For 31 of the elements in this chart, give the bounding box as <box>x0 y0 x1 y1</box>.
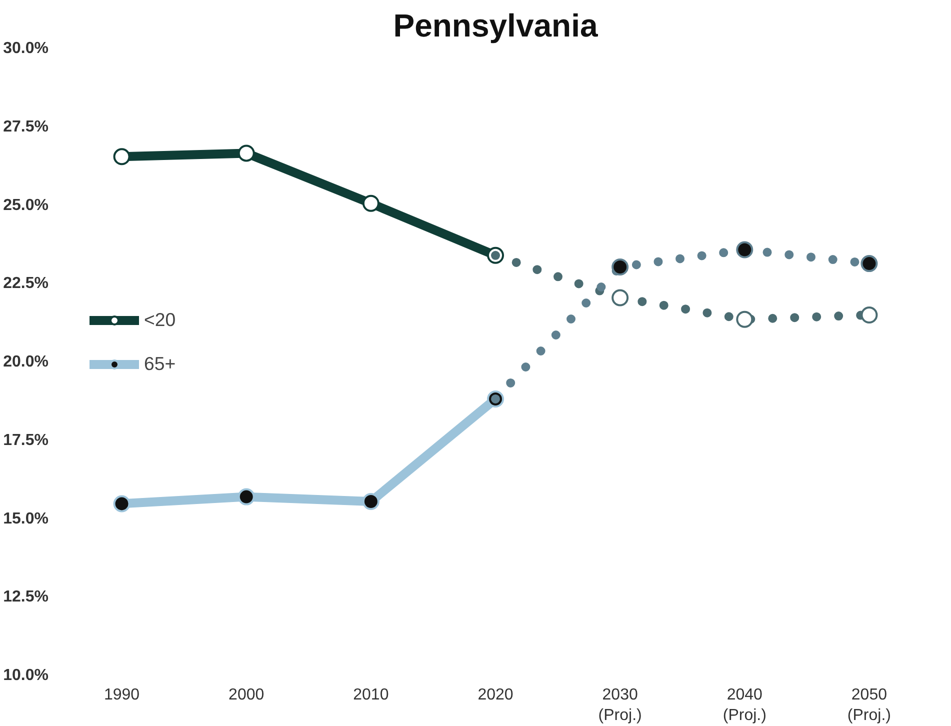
point <box>362 194 380 212</box>
point <box>736 241 754 258</box>
point <box>860 255 878 272</box>
y-tick-label: 22.5% <box>3 275 49 292</box>
point <box>238 488 255 506</box>
x-tick-label: 2020 <box>478 686 514 704</box>
point <box>612 258 629 276</box>
point <box>113 148 130 166</box>
y-tick-label: 15.0% <box>3 510 49 528</box>
x-tick-label: 2010 <box>353 686 389 704</box>
y-tick-label: 10.0% <box>3 667 49 684</box>
point <box>612 289 629 306</box>
y-tick-label: 27.5% <box>3 118 49 136</box>
legend-label: 65+ <box>144 353 176 375</box>
x-tick-label: 1990 <box>104 686 140 704</box>
point <box>113 495 130 512</box>
y-tick-label: 20.0% <box>3 354 49 370</box>
y-tick-label: 30.0% <box>3 40 49 57</box>
x-tick-label: 2040 (Proj.) <box>722 686 766 724</box>
x-tick-label: 2050 (Proj.) <box>847 686 891 724</box>
y-tick-label: 12.5% <box>3 588 49 606</box>
y-tick-label: 25.0% <box>3 196 49 214</box>
x-tick-label: 2000 <box>228 686 264 704</box>
chart-title: Pennsylvania <box>393 8 598 44</box>
legend-label: <20 <box>144 309 176 331</box>
x-tick-label: 2030 (Proj.) <box>598 686 642 724</box>
point <box>238 144 255 162</box>
point <box>860 306 878 324</box>
point <box>362 493 380 510</box>
point <box>736 310 754 328</box>
y-tick-label: 17.5% <box>3 432 49 449</box>
